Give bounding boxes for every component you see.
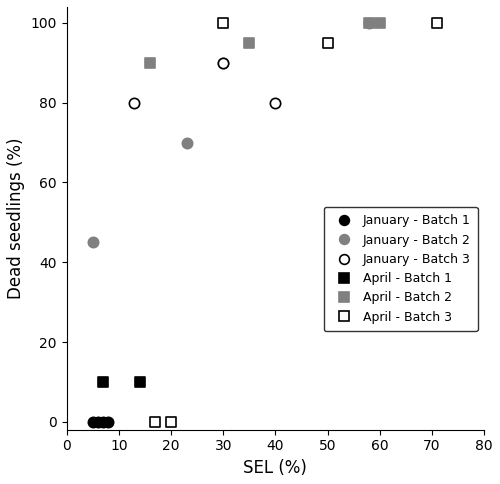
Point (88, 418, 96, 425)
Point (152, 418, 160, 425)
Point (99, 378, 107, 386)
Y-axis label: Dead seedlings (%): Dead seedlings (%) (7, 137, 25, 299)
Point (272, 99, 280, 106)
Point (88, 239, 96, 246)
Point (434, 19, 442, 27)
Point (167, 418, 175, 425)
Point (246, 39, 254, 47)
Point (219, 19, 227, 27)
Point (324, 39, 332, 47)
Point (130, 99, 138, 106)
Point (219, 59, 227, 67)
Point (94, 418, 102, 425)
Legend: January - Batch 1, January - Batch 2, January - Batch 3, April - Batch 1, April : January - Batch 1, January - Batch 2, Ja… (324, 207, 478, 331)
X-axis label: SEL (%): SEL (%) (244, 459, 308, 477)
Point (376, 19, 384, 27)
Point (104, 418, 112, 425)
Point (136, 378, 143, 386)
Point (219, 59, 227, 67)
Point (366, 19, 374, 27)
Point (146, 59, 154, 67)
Point (182, 139, 190, 147)
Point (99, 418, 107, 425)
Point (366, 19, 374, 27)
